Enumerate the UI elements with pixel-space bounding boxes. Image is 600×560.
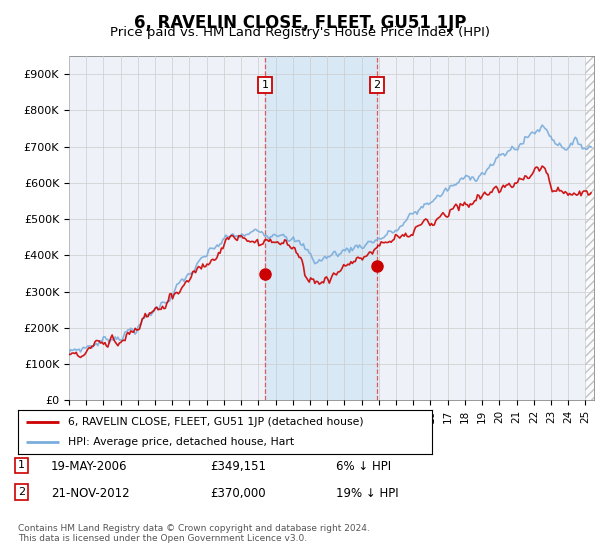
Bar [265, 56, 377, 400]
Text: £370,000: £370,000 [210, 487, 266, 500]
Text: Contains HM Land Registry data © Crown copyright and database right 2024.
This d: Contains HM Land Registry data © Crown c… [18, 524, 370, 543]
Text: 19% ↓ HPI: 19% ↓ HPI [336, 487, 398, 500]
Text: £349,151: £349,151 [210, 460, 266, 473]
Text: 1: 1 [262, 80, 268, 90]
Text: Price paid vs. HM Land Registry's House Price Index (HPI): Price paid vs. HM Land Registry's House … [110, 26, 490, 39]
Text: 21-NOV-2012: 21-NOV-2012 [51, 487, 130, 500]
Text: 2: 2 [18, 487, 25, 497]
Text: 6, RAVELIN CLOSE, FLEET, GU51 1JP (detached house): 6, RAVELIN CLOSE, FLEET, GU51 1JP (detac… [68, 417, 364, 427]
Text: 6, RAVELIN CLOSE, FLEET, GU51 1JP: 6, RAVELIN CLOSE, FLEET, GU51 1JP [134, 14, 466, 32]
Bar [586, 56, 594, 400]
Text: 19-MAY-2006: 19-MAY-2006 [51, 460, 128, 473]
Text: HPI: Average price, detached house, Hart: HPI: Average price, detached house, Hart [68, 437, 294, 447]
Text: 6% ↓ HPI: 6% ↓ HPI [336, 460, 391, 473]
Text: 1: 1 [18, 460, 25, 470]
Text: 2: 2 [374, 80, 380, 90]
Bar [586, 56, 594, 400]
